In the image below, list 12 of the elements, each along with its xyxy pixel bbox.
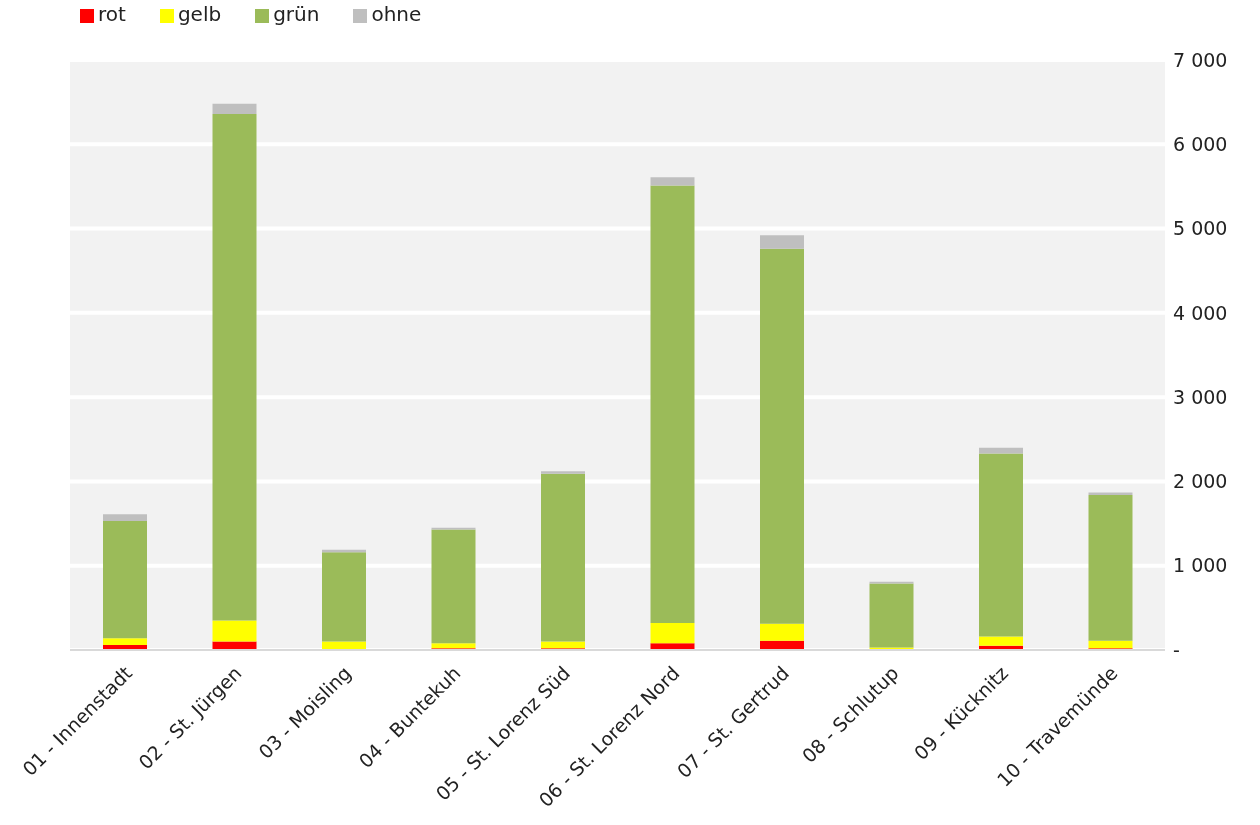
y-tick-label: 5 000 bbox=[1173, 217, 1228, 240]
y-tick-label: 7 000 bbox=[1173, 48, 1228, 71]
y-tick-label: 3 000 bbox=[1173, 385, 1228, 408]
y-tick-label: - bbox=[1173, 638, 1180, 661]
y-tick-label: 1 000 bbox=[1173, 554, 1228, 577]
legend-label: rot bbox=[98, 2, 126, 26]
y-tick-label: 4 000 bbox=[1173, 301, 1228, 324]
y-tick-label: 6 000 bbox=[1173, 133, 1228, 156]
legend-label: gelb bbox=[177, 2, 222, 26]
legend-label: ohne bbox=[371, 2, 422, 26]
y-tick-label: 2 000 bbox=[1173, 470, 1228, 493]
legend-label: grün bbox=[273, 2, 320, 26]
